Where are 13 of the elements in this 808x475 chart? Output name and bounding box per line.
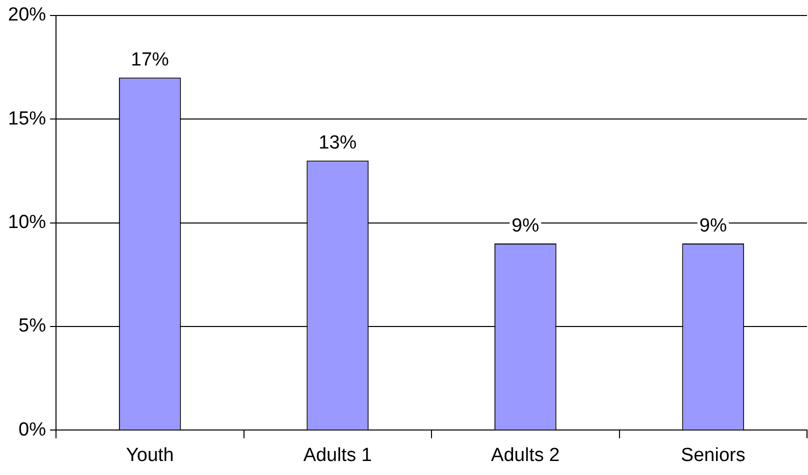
y-tick-label: 15% xyxy=(8,108,46,130)
data-label: 17% xyxy=(130,49,170,70)
y-tick-label: 0% xyxy=(18,419,46,440)
x-tick-label: Adults 1 xyxy=(303,444,372,466)
data-label: 9% xyxy=(699,215,727,236)
x-tick-label: Youth xyxy=(126,444,174,466)
data-label: 13% xyxy=(318,132,357,154)
x-tick-label: Seniors xyxy=(680,444,746,466)
y-tick-label: 10% xyxy=(8,212,46,234)
x-tick-label: Adults 2 xyxy=(491,444,560,466)
data-label: 9% xyxy=(512,215,540,236)
y-tick-label: 20% xyxy=(8,4,46,26)
y-tick-label: 5% xyxy=(18,316,46,337)
